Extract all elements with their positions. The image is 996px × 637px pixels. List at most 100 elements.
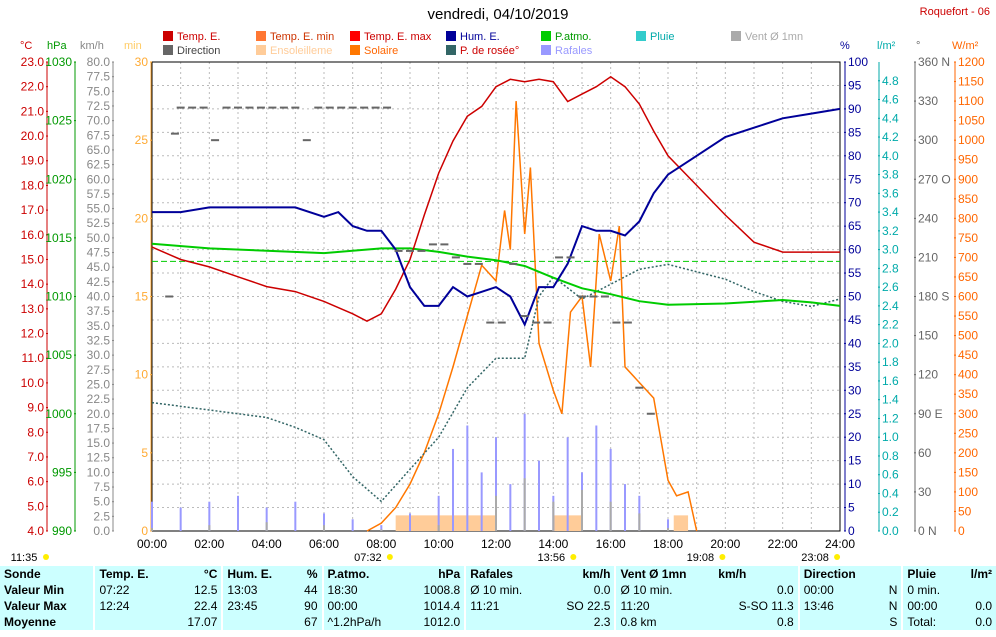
- stats-cell: 11:20: [614, 598, 715, 614]
- axis-tick-label: 30: [918, 485, 932, 499]
- axis-tick-label: 20: [848, 430, 862, 444]
- axis-tick-label: 2.8: [882, 261, 899, 275]
- direction-point: [371, 106, 380, 109]
- stats-cell: N: [888, 583, 898, 597]
- stats-cell: 13:03: [221, 582, 294, 598]
- legend-wind: Vent Ø 1mn: [731, 31, 803, 43]
- axis-tick-label: 0.6: [882, 468, 899, 482]
- axis-tick-label: 0: [848, 524, 855, 538]
- axis-title-sunshine: min: [124, 40, 142, 52]
- x-tick-label: 02:00: [194, 537, 224, 551]
- axis-tick-label: 1150: [958, 75, 984, 89]
- legend-solar: Solaire: [350, 45, 398, 57]
- axis-ensol: 30 25 20 15 10 5 0: [135, 55, 152, 538]
- direction-point: [176, 106, 185, 109]
- axis-tick-label: 1.2: [882, 411, 899, 425]
- direction-point: [245, 106, 254, 109]
- axis-tick-label: 25: [135, 133, 149, 147]
- chart-title: vendredi, 04/10/2019: [427, 6, 569, 23]
- axis-tick-label: 0.0: [93, 524, 110, 538]
- stats-cell: 18:30: [321, 582, 406, 598]
- axis-tick-label: 12.0: [21, 327, 45, 341]
- axis-tick-label: 50.0: [87, 231, 111, 245]
- wind-bars: [151, 478, 669, 531]
- stats-cell: SO 22.5: [566, 599, 611, 613]
- direction-point: [314, 106, 323, 109]
- axis-tick-label: 360 N: [918, 55, 950, 69]
- axis-tick-label: 55.0: [87, 202, 111, 216]
- axis-tick-label: 5: [141, 446, 148, 460]
- axis-tick-label: 17.0: [21, 203, 45, 217]
- stats-cell: Ø 10 min.: [614, 582, 715, 598]
- stats-col-rain: Pluie: [901, 566, 958, 582]
- direction-point: [497, 321, 506, 324]
- axis-tick-label: 60: [918, 446, 932, 460]
- axis-title-solar: W/m²: [952, 40, 979, 52]
- x-tick-label: 22:00: [768, 537, 798, 551]
- axis-tick-label: 3.8: [882, 168, 899, 182]
- stats-cell: 67: [304, 615, 318, 629]
- axis-tick-label: 950: [958, 153, 978, 167]
- axis-tick-label: 0.0: [882, 524, 899, 538]
- stats-cell: [957, 582, 996, 598]
- axis-tick-label: 1010: [45, 290, 72, 304]
- axis-tick-label: 70: [848, 196, 862, 210]
- axis-tick-label: 4.6: [882, 93, 899, 107]
- sun-marker-icon: [43, 554, 49, 560]
- axis-tick-label: 22.5: [87, 392, 111, 406]
- axis-tick-label: 100: [848, 55, 868, 69]
- legend-temp: Temp. E.: [163, 31, 220, 43]
- stats-cell: 0 min.: [901, 582, 958, 598]
- stats-cell: 0.0: [975, 599, 992, 613]
- stats-col-press: P.atmo.: [321, 566, 406, 582]
- axis-title-direction: °: [916, 40, 921, 52]
- stats-cell: 1008.8: [423, 583, 461, 597]
- legend-temp-max: Temp. E. max: [350, 31, 431, 43]
- event-tick-label: 23:08: [801, 552, 829, 564]
- direction-point: [234, 106, 242, 109]
- axis-tick-label: 60: [848, 243, 862, 257]
- direction-points: [165, 106, 655, 415]
- direction-point: [211, 139, 220, 142]
- axis-tick-label: 5.0: [27, 499, 44, 513]
- stats-cell: 00:00: [797, 582, 880, 598]
- stats-col-temp: Temp. E.: [93, 566, 171, 582]
- series-line-hum-e-: [152, 107, 841, 328]
- axis-tick-label: 1100: [958, 94, 984, 108]
- axis-tick-label: 35.0: [87, 319, 111, 333]
- axis-tick-label: 500: [958, 329, 978, 343]
- stats-col-direction: Direction: [797, 566, 880, 582]
- stats-col-press-unit: hPa: [438, 567, 461, 581]
- axis-tick-label: 65.0: [87, 143, 111, 157]
- axis-tick-label: 990: [52, 524, 72, 538]
- stats-cell: 44: [304, 583, 318, 597]
- axis-tick-label: 330: [918, 94, 938, 108]
- axis-tick-label: 1030: [45, 55, 72, 69]
- axis-tick-label: 8.0: [27, 425, 44, 439]
- direction-point: [383, 106, 392, 109]
- axis-rain: 4.8 4.6 4.4 4.2 4.0 3.8 3.6 3.4 3.2 3.0 2.8 2.6 2.4 2…: [878, 62, 899, 538]
- axis-tick-label: 75.0: [87, 84, 111, 98]
- axis-tick-label: 40: [848, 336, 862, 350]
- stats-cell: 12:24: [93, 598, 171, 614]
- direction-point: [635, 386, 644, 389]
- stats-cell: Ø 10 min.: [464, 582, 546, 598]
- axis-tick-label: 95: [848, 78, 862, 92]
- axis-tick-label: 15: [135, 290, 149, 304]
- legend-humidity: Hum. E.: [446, 31, 500, 43]
- direction-point: [589, 295, 598, 298]
- station-name: Roquefort - 06: [919, 6, 990, 18]
- axis-wind: 80.077.575.072.570.067.565.062.560.057.5…: [87, 55, 114, 538]
- axis-tick-label: 2.2: [882, 318, 899, 332]
- sun-marker-icon: [719, 554, 726, 560]
- direction-point: [623, 321, 632, 324]
- stats-cell: 90: [304, 599, 318, 613]
- stats-cell: 00:00: [321, 598, 406, 614]
- direction-point: [199, 106, 208, 109]
- axis-tick-label: 67.5: [87, 128, 111, 142]
- direction-point: [222, 106, 231, 109]
- axis-tick-label: 22.0: [21, 80, 45, 94]
- direction-point: [188, 106, 197, 109]
- axis-tick-label: 0.8: [882, 449, 899, 463]
- axis-tick-label: 30.0: [87, 348, 111, 362]
